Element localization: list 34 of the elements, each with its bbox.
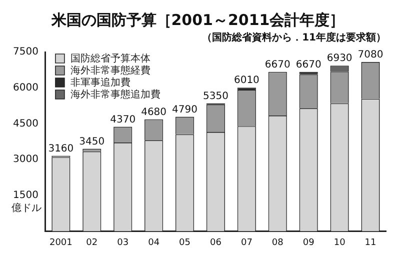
total-label: 6010 bbox=[234, 75, 260, 86]
total-label: 6670 bbox=[264, 59, 290, 70]
x-tick-label: 04 bbox=[148, 238, 160, 248]
y-tick-label: 7500 bbox=[12, 46, 38, 58]
total-label: 6930 bbox=[326, 53, 352, 64]
y-tick-label: 4500 bbox=[12, 118, 38, 130]
legend-label: 非軍事追加費 bbox=[70, 76, 130, 89]
x-tick-label: 06 bbox=[210, 238, 222, 248]
x-tick-label: 11 bbox=[364, 238, 376, 248]
total-label: 4370 bbox=[110, 114, 136, 126]
y-tick-label: 3000 bbox=[12, 154, 38, 166]
total-label: 4680 bbox=[141, 106, 167, 118]
x-tick-label: 10 bbox=[334, 238, 346, 248]
x-tick-label: 02 bbox=[86, 238, 98, 248]
legend-label: 国防総省予算本体 bbox=[70, 52, 150, 65]
legend-label: 海外非常事態経費 bbox=[70, 64, 150, 77]
chart-title: 米国の国防予算［2001～2011会計年度］ bbox=[50, 10, 345, 29]
y-tick-label: 6000 bbox=[12, 82, 38, 94]
total-label: 4790 bbox=[172, 104, 198, 116]
total-label: 7080 bbox=[358, 50, 384, 61]
y-axis-title: 億ドル bbox=[11, 202, 42, 214]
x-tick-label: 03 bbox=[117, 238, 129, 248]
legend-label: 海外非常事態追加費 bbox=[70, 88, 160, 101]
x-tick-label: 07 bbox=[240, 238, 252, 248]
total-label: 6670 bbox=[296, 59, 322, 70]
total-label: 3160 bbox=[48, 143, 74, 154]
x-tick-label: 2001 bbox=[49, 238, 72, 248]
total-label: 5350 bbox=[203, 90, 228, 102]
x-tick-label: 05 bbox=[179, 238, 190, 248]
total-label: 3450 bbox=[79, 136, 105, 148]
x-tick-label: 09 bbox=[302, 238, 315, 248]
x-tick-label: 08 bbox=[272, 238, 284, 248]
chart-subtitle: （国防総省資料から．11年度は要求額） bbox=[202, 32, 386, 44]
y-tick-label: 1500 bbox=[12, 190, 38, 201]
